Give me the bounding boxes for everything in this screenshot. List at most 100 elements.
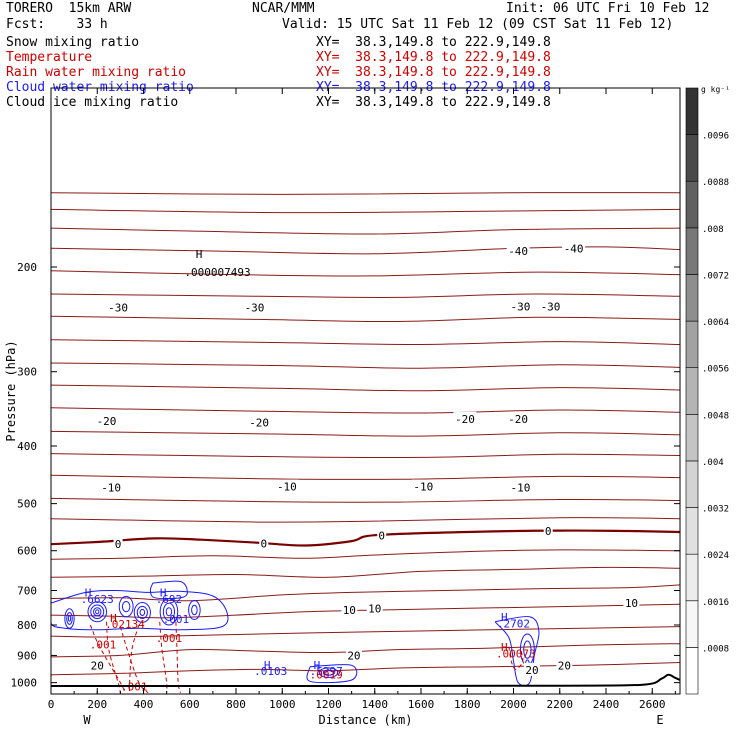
max-label-0: H [196,248,203,261]
x-tick-label-2: 400 [134,698,154,711]
cloud-water-contour-11 [162,602,175,621]
isotherm-line-15 [51,517,680,523]
isotherm-label-4: -30 [511,300,531,313]
isotherm-label-bg-2 [106,300,130,314]
isotherm-label-bg-19 [366,601,383,615]
colorbar-unit-label: g kg⁻¹ [701,85,730,94]
max-label-1: .000007493 [184,266,250,279]
isotherm-label-bg-11 [275,479,299,493]
isotherm-line-17 [51,566,680,578]
max-label-2: H [85,586,92,599]
rain-water-contour-0 [89,624,126,694]
terrain-line [51,673,681,688]
max-label-19: .0019 [310,669,343,682]
cloud-water-contour-12 [165,607,173,617]
y-tick-label-4: 600 [17,545,37,558]
y-tick-label-0: 200 [17,261,37,274]
isotherm-line-19 [51,603,680,619]
isotherm-label-0: -40 [508,245,528,258]
isotherm-label-20: 10 [625,597,638,610]
max-label-4: H [160,587,167,600]
east-end-label: E [656,713,663,727]
isotherm-label-16: 0 [378,530,385,543]
isotherm-line-7 [51,339,680,346]
isotherm-label-bg-17 [543,524,553,538]
isotherm-line-16 [51,549,680,560]
isotherm-label-18: 10 [343,604,356,617]
colorbar-level-label-4: .004 [702,458,724,468]
cloud-water-envelope-3 [306,664,358,684]
cloud-water-contour-14 [191,604,198,616]
plot-frame [50,87,681,695]
x-tick-label-1: 200 [87,698,107,711]
isotherm-label-bg-16 [377,528,387,542]
max-label-11: H [501,611,508,624]
field-xy-temperature: XY= 38.3,149.8 to 222.9,149.8 [316,50,551,65]
isotherm-label-bg-14 [113,537,123,551]
isotherm-line-0 [51,192,680,195]
x-tick-label-7: 1400 [362,698,389,711]
field-label-rain: Rain water mixing ratio [6,65,187,80]
x-tick-label-13: 2600 [639,698,666,711]
colorbar-segment-9 [685,227,699,275]
isotherm-label-24: 20 [525,664,538,677]
cloud-water-contour-20 [318,667,339,678]
isotherm-label-bg-7 [247,415,271,429]
isotherm-label-13: -10 [511,482,531,495]
max-label-17: H [314,659,321,672]
cloud-water-contour-1 [90,604,105,619]
isotherm-label-bg-13 [508,480,532,494]
cloud-water-envelope-2 [494,616,540,687]
colorbar-segment-6 [685,367,699,415]
isotherm-line-3 [51,246,680,255]
isotherm-layer [51,192,680,676]
isotherm-line-14 [51,497,680,503]
isotherm-label-3: -30 [245,302,265,315]
cloud-water-contour-9 [139,608,146,616]
isotherm-line-13 [51,474,680,480]
max-label-6: H [110,612,117,625]
max-label-5: .692 [156,593,183,606]
colorbar-level-label-3: .0032 [702,505,729,515]
isotherm-label-bg-18 [341,603,358,617]
init-time: Init: 06 UTC Fri 10 Feb 12 [506,1,710,16]
rain-water-contour-5 [175,621,181,693]
cloud-water-contour-2 [93,607,102,617]
cloud-water-contour-6 [67,615,72,622]
max-label-10: .001 [156,632,183,645]
isotherm-label-bg-5 [539,299,562,313]
cloud-water-contour-0 [87,601,107,623]
isotherm-label-7: -20 [249,416,269,429]
x-tick-label-3: 600 [180,698,200,711]
cloud-water-contour-15 [118,595,134,618]
colorbar-segment-5 [685,414,699,462]
field-xy-cloud-ice: XY= 38.3,149.8 to 222.9,149.8 [316,95,551,110]
cloud-water-contour-5 [66,612,73,625]
isotherm-label-bg-1 [562,241,586,255]
colorbar-segment-12 [685,87,699,135]
isotherm-label-bg-6 [95,413,118,427]
isotherm-label-bg-0 [506,244,530,258]
max-label-18: .5297 [310,665,343,678]
forecast-hour: Fcst: 33 h [6,17,108,32]
isotherm-label-23: 20 [558,659,571,672]
zero-isotherm-line [51,529,680,547]
field-label-cloud-ice: Cloud ice mixing ratio [6,95,179,110]
isotherm-line-12 [51,453,680,459]
rain-water-contour-3 [128,624,140,693]
isotherm-label-bg-8 [453,411,477,425]
cloud-water-envelope-1 [149,580,188,600]
max-label-7: .02134 [105,618,145,631]
x-tick-label-6: 1200 [315,698,342,711]
max-label-13: H [501,641,508,654]
x-tick-label-0: 0 [48,698,55,711]
contour-label-layer: -40 -40 -30 -30 -30 -30 -20 -20 -20 -20 -10 -10 -10 -… [81,241,640,693]
field-xy-snow: XY= 38.3,149.8 to 222.9,149.8 [316,35,551,50]
isotherm-line-21 [51,643,680,658]
zero-isotherm-layer [51,529,680,547]
isotherm-label-bg-10 [99,480,123,494]
max-label-12: .2702 [497,618,530,631]
valid-time: Valid: 15 UTC Sat 11 Feb 12 (09 CST Sat … [282,17,674,32]
colorbar-level-label-7: .0064 [702,318,729,328]
colorbar-level-label-6: .0056 [702,365,729,375]
